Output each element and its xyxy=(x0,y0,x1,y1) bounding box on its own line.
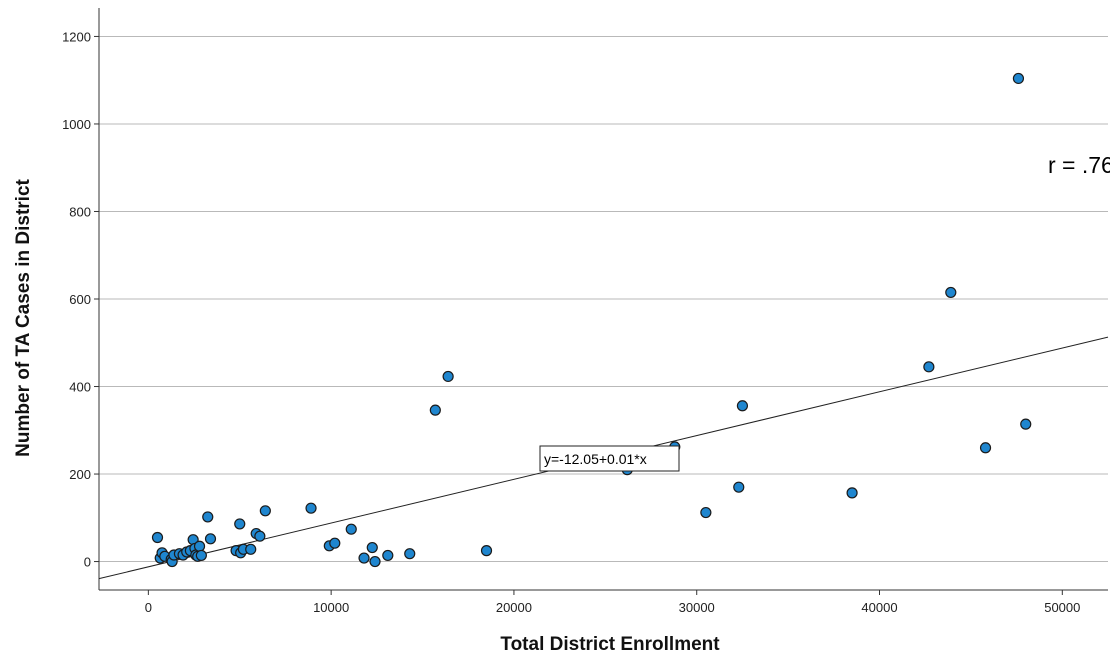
x-tick-label: 0 xyxy=(145,600,152,615)
points-layer xyxy=(151,72,1032,568)
x-tick-label: 10000 xyxy=(313,600,349,615)
data-point xyxy=(736,400,749,412)
y-tick-label: 1000 xyxy=(62,117,91,132)
data-point xyxy=(442,370,454,383)
data-point xyxy=(429,404,441,416)
data-point xyxy=(195,549,207,562)
data-point xyxy=(366,541,378,554)
x-tick-label: 20000 xyxy=(496,600,532,615)
y-tick-label: 800 xyxy=(69,204,91,219)
data-point xyxy=(254,530,266,542)
x-tick-label: 50000 xyxy=(1044,600,1080,615)
axis-layer xyxy=(94,8,1108,595)
data-point xyxy=(846,487,858,499)
data-point xyxy=(204,533,217,545)
data-point xyxy=(979,442,992,454)
y-tick-label: 200 xyxy=(69,467,91,482)
y-axis-title: Number of TA Cases in District xyxy=(13,179,34,457)
y-tick-label: 1200 xyxy=(62,29,91,44)
x-tick-label: 40000 xyxy=(861,600,897,615)
data-point xyxy=(245,543,257,555)
data-point xyxy=(202,511,214,523)
data-point xyxy=(193,540,206,552)
equation-box-frame xyxy=(539,445,680,472)
x-axis-title: Total District Enrollment xyxy=(500,634,720,655)
data-point xyxy=(404,548,416,560)
data-point xyxy=(234,518,246,530)
data-point xyxy=(1012,72,1025,85)
data-point xyxy=(329,537,341,549)
data-point xyxy=(382,549,394,562)
y-tick-label: 600 xyxy=(69,292,91,307)
label-layer: 0 200 400 600 800 1000 1200 0 10000 20000 30000 400… xyxy=(62,29,1080,615)
data-point xyxy=(733,481,745,493)
x-tick-label: 30000 xyxy=(679,600,715,615)
data-point xyxy=(700,506,712,519)
data-point xyxy=(151,531,164,544)
grid-layer xyxy=(99,35,1108,563)
data-point xyxy=(358,552,370,564)
data-point xyxy=(480,545,493,557)
equation-box: y=-12.05+0.01*x xyxy=(539,445,680,472)
data-point xyxy=(345,523,357,535)
data-point xyxy=(1020,418,1032,430)
data-point xyxy=(369,555,381,568)
data-point xyxy=(305,502,317,514)
y-tick-label: 400 xyxy=(69,380,91,395)
equation-label: y=-12.05+0.01*x xyxy=(544,451,647,467)
y-tick-label: 0 xyxy=(84,555,91,570)
correlation-label: r = .76 xyxy=(1048,152,1110,178)
data-point xyxy=(259,505,271,517)
data-point xyxy=(945,286,957,299)
data-point xyxy=(923,361,935,373)
